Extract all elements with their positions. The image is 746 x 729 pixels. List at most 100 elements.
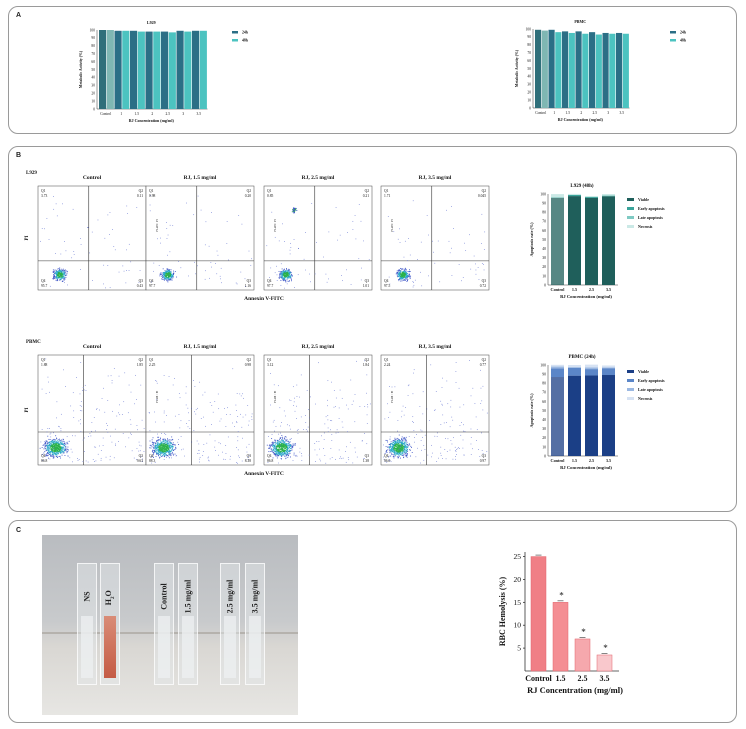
cell-event-dot [441, 403, 443, 405]
cell-event-dot [293, 401, 295, 403]
quadrant-value: 0.77 [480, 363, 486, 367]
cell-event-dot [51, 450, 53, 452]
cell-event-dot [61, 280, 63, 282]
cell-event-dot [446, 209, 447, 211]
cell-event-dot [56, 276, 58, 278]
cell-event-dot [326, 281, 328, 283]
cell-event-dot [170, 442, 172, 444]
cell-event-dot [161, 449, 163, 450]
cell-event-dot [200, 209, 202, 211]
cell-event-dot [160, 437, 161, 439]
cell-event-dot [47, 455, 49, 457]
cell-event-dot [66, 448, 68, 450]
cell-event-dot [291, 447, 293, 448]
cell-event-dot [167, 448, 169, 449]
cell-event-dot [285, 271, 286, 273]
cell-event-dot [163, 450, 165, 452]
cell-event-dot [283, 437, 285, 439]
cuvette-1-5: 1.5 mg/ml [178, 563, 198, 685]
cell-event-dot [419, 462, 421, 464]
cell-event-dot [168, 442, 170, 444]
cell-event-dot [128, 270, 130, 271]
cell-event-dot [398, 445, 400, 447]
cell-event-dot [55, 435, 57, 437]
cell-event-dot [397, 451, 399, 452]
cell-event-dot [284, 451, 286, 453]
cell-event-dot [396, 453, 398, 455]
cell-event-dot [164, 454, 165, 456]
cell-event-dot [160, 449, 162, 451]
cell-event-dot [481, 432, 482, 434]
chart-title: PBMC [574, 19, 586, 24]
cell-event-dot [286, 279, 288, 281]
cell-event-dot [50, 448, 52, 450]
cell-event-dot [396, 442, 398, 444]
cell-event-dot [47, 428, 49, 429]
x-tick-label: Control [535, 111, 546, 115]
quadrant-name: Q4 [41, 279, 46, 283]
quadrant-name: Q4 [267, 279, 272, 283]
cell-event-dot [397, 449, 399, 451]
cell-event-dot [404, 445, 406, 446]
cell-event-dot [300, 374, 302, 376]
cell-event-dot [218, 442, 220, 444]
cell-event-dot [281, 272, 283, 274]
cell-event-dot [236, 422, 238, 424]
cell-event-dot [390, 449, 392, 451]
quadrant-name: Q4 [267, 454, 272, 458]
cell-event-dot [58, 270, 60, 272]
cell-event-dot [56, 449, 58, 451]
cell-event-dot [282, 438, 284, 440]
cell-event-dot [278, 277, 280, 279]
cell-event-dot [54, 448, 56, 450]
cell-event-dot [45, 442, 47, 444]
cell-event-dot [161, 447, 163, 449]
cell-event-dot [46, 445, 48, 447]
cell-event-dot [251, 416, 253, 418]
cell-event-dot [55, 444, 57, 446]
cell-event-dot [153, 445, 155, 447]
quadrant-value: 0.20 [245, 194, 251, 198]
cell-event-dot [479, 456, 481, 457]
cell-event-dot [398, 452, 400, 454]
cell-event-dot [434, 435, 436, 437]
cell-event-dot [293, 211, 295, 213]
cell-event-dot [273, 447, 275, 449]
cell-event-dot [406, 275, 408, 277]
cell-event-dot [396, 447, 398, 449]
cell-event-dot [65, 250, 67, 252]
cell-event-dot [286, 424, 288, 426]
cell-event-dot [158, 450, 160, 452]
cell-event-dot [51, 455, 53, 457]
cell-event-dot [401, 442, 403, 444]
cell-event-dot [327, 427, 329, 429]
cell-event-dot [397, 449, 399, 451]
cell-event-dot [158, 439, 160, 441]
cell-event-dot [296, 396, 298, 397]
cell-event-dot [118, 375, 120, 377]
cell-event-dot [398, 270, 400, 272]
cell-event-dot [395, 446, 397, 447]
cell-event-dot [342, 457, 344, 459]
cell-event-dot [446, 380, 448, 382]
cell-event-dot [207, 457, 209, 459]
cell-event-dot [150, 447, 152, 449]
quadrant-value: 97.7 [267, 284, 273, 288]
y-tick-label: 20 [91, 92, 95, 96]
cell-event-dot [280, 425, 282, 427]
cell-event-dot [102, 437, 104, 439]
cell-event-dot [55, 450, 57, 451]
stack-segment-necrosis [568, 193, 581, 195]
cell-event-dot [294, 208, 296, 210]
cell-event-dot [423, 445, 425, 446]
cell-event-dot [56, 272, 58, 274]
cell-event-dot [151, 439, 153, 441]
cell-event-dot [162, 443, 164, 445]
cell-event-dot [278, 443, 280, 445]
cell-event-dot [65, 270, 67, 272]
cell-event-dot [63, 369, 64, 371]
cell-event-dot [55, 272, 57, 273]
cell-event-dot [52, 451, 53, 453]
cell-event-dot [279, 449, 281, 451]
cell-event-dot [285, 440, 287, 441]
